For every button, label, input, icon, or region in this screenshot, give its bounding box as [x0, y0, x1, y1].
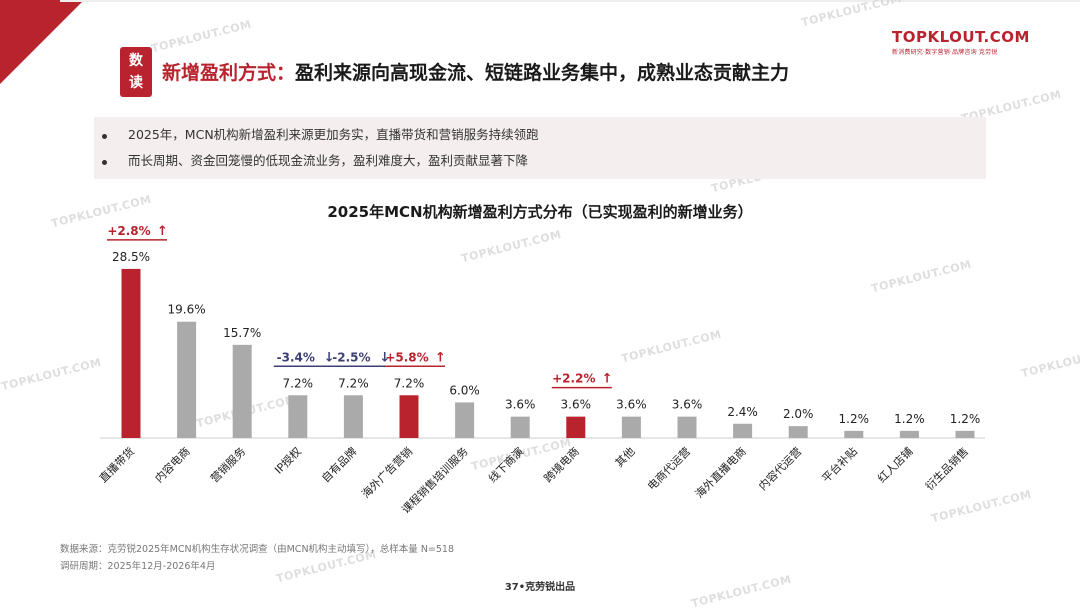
- badge-char: 数: [129, 53, 143, 69]
- bar: [121, 268, 141, 438]
- arrow-down-icon: ↓: [379, 350, 390, 365]
- arrow-up-icon: ↑: [435, 350, 446, 365]
- bar-value-label: 2.4%: [727, 405, 758, 419]
- bar: [455, 402, 475, 438]
- bar-value-label: 7.2%: [394, 376, 425, 390]
- category-tick-label: 线下商演: [485, 444, 526, 485]
- summary-bullet: 2025年，MCN机构新增盈利来源更加务实，直播带货和营销服务持续领跑: [102, 122, 986, 148]
- change-label: -3.4%: [277, 350, 315, 364]
- bar: [232, 344, 252, 438]
- category-tick-label: 内容代运营: [756, 444, 805, 493]
- bar-value-label: 15.7%: [223, 326, 261, 340]
- brand-tagline: 新消费研究·数字营销·品牌咨询 克劳锐: [892, 49, 998, 56]
- bar-value-label: 7.2%: [283, 376, 314, 390]
- bar-chart: 28.5% 直播带货 19.6% 内容电商 15.7% 营销服务 7.2% IP授权 7.2% 自…: [96, 224, 985, 516]
- brand-logo: TOPKLOUT.COM 新消费研究·数字营销·品牌咨询 克劳锐: [892, 28, 1030, 56]
- bar: [288, 395, 308, 438]
- bar: [399, 395, 419, 438]
- category-tick-label: 营销服务: [207, 444, 248, 485]
- category-tick-label: 内容电商: [152, 444, 193, 485]
- page-title-highlight: 新增盈利方式：: [162, 62, 296, 84]
- category-tick-label: 海外广告营销: [359, 444, 416, 501]
- page-title-rest: 盈利来源向高现金流、短链路业务集中，成熟业态贡献主力: [295, 62, 790, 84]
- arrow-up-icon: ↑: [157, 224, 168, 239]
- bar-value-label: 6.0%: [449, 383, 480, 397]
- category-tick-label: 跨境电商: [541, 444, 582, 485]
- bar-value-label: 3.6%: [505, 398, 536, 412]
- category-tick-label: 海外直播电商: [692, 444, 749, 501]
- corner-decoration: [0, 0, 84, 84]
- category-tick-label: 衍生品销售: [922, 444, 971, 493]
- page-title: 新增盈利方式：盈利来源向高现金流、短链路业务集中，成熟业态贡献主力: [162, 58, 789, 85]
- bar: [955, 430, 975, 438]
- bar-value-label: 3.6%: [561, 398, 592, 412]
- category-tick-label: 红人店铺: [875, 444, 916, 485]
- data-source: 数据来源：克劳锐2025年MCN机构生存状况调查（由MCN机构主动填写），总样本…: [60, 544, 455, 555]
- survey-period: 调研周期：2025年12月-2026年4月: [60, 561, 216, 572]
- bar-value-label: 19.6%: [168, 303, 206, 317]
- category-tick-label: 直播带货: [96, 444, 137, 485]
- summary-box: 2025年，MCN机构新增盈利来源更加务实，直播带货和营销服务持续领跑 而长周期…: [94, 117, 986, 179]
- category-tick-label: 电商代运营: [644, 444, 693, 493]
- arrow-up-icon: ↑: [602, 372, 613, 387]
- bar-value-label: 28.5%: [112, 250, 150, 264]
- bar: [621, 416, 641, 438]
- category-tick-label: IP授权: [271, 444, 303, 476]
- watermark: TOPKLOUT.COM: [149, 17, 253, 56]
- top-divider: [60, 0, 1080, 2]
- bar-value-label: 1.2%: [839, 412, 870, 426]
- bar-value-label: 3.6%: [672, 398, 703, 412]
- bar-value-label: 1.2%: [894, 412, 925, 426]
- change-label: +2.2%: [552, 372, 595, 386]
- change-label: -2.5%: [332, 350, 370, 364]
- category-tick-label: 平台补贴: [819, 444, 860, 485]
- badge-char: 读: [129, 75, 143, 91]
- summary-bullet: 而长周期、资金回笼慢的低现金流业务，盈利难度大，盈利贡献显著下降: [102, 148, 986, 174]
- bar: [788, 426, 808, 438]
- category-tick-label: 其他: [613, 445, 638, 470]
- section-badge: 数 读: [120, 47, 152, 97]
- bar: [177, 321, 197, 438]
- bar-value-label: 2.0%: [783, 407, 814, 421]
- bar-value-label: 3.6%: [616, 398, 647, 412]
- bar: [844, 430, 864, 438]
- bar: [733, 423, 753, 438]
- bar: [899, 430, 919, 438]
- bar: [677, 416, 697, 438]
- brand-name: TOPKLOUT.COM: [892, 28, 1030, 46]
- bar-value-label: 7.2%: [338, 376, 369, 390]
- page-number: 37•克劳锐出品: [504, 582, 576, 593]
- chart-title: 2025年MCN机构新增盈利方式分布（已实现盈利的新增业务）: [327, 203, 753, 221]
- arrow-down-icon: ↓: [324, 350, 335, 365]
- change-label: +2.8%: [107, 224, 150, 238]
- bar: [343, 395, 363, 438]
- bar: [566, 416, 586, 438]
- bar: [510, 416, 530, 438]
- watermark: TOPKLOUT.COM: [799, 0, 903, 30]
- category-tick-label: 自有品牌: [319, 444, 360, 485]
- change-label: +5.8%: [385, 350, 428, 364]
- bar-value-label: 1.2%: [950, 412, 981, 426]
